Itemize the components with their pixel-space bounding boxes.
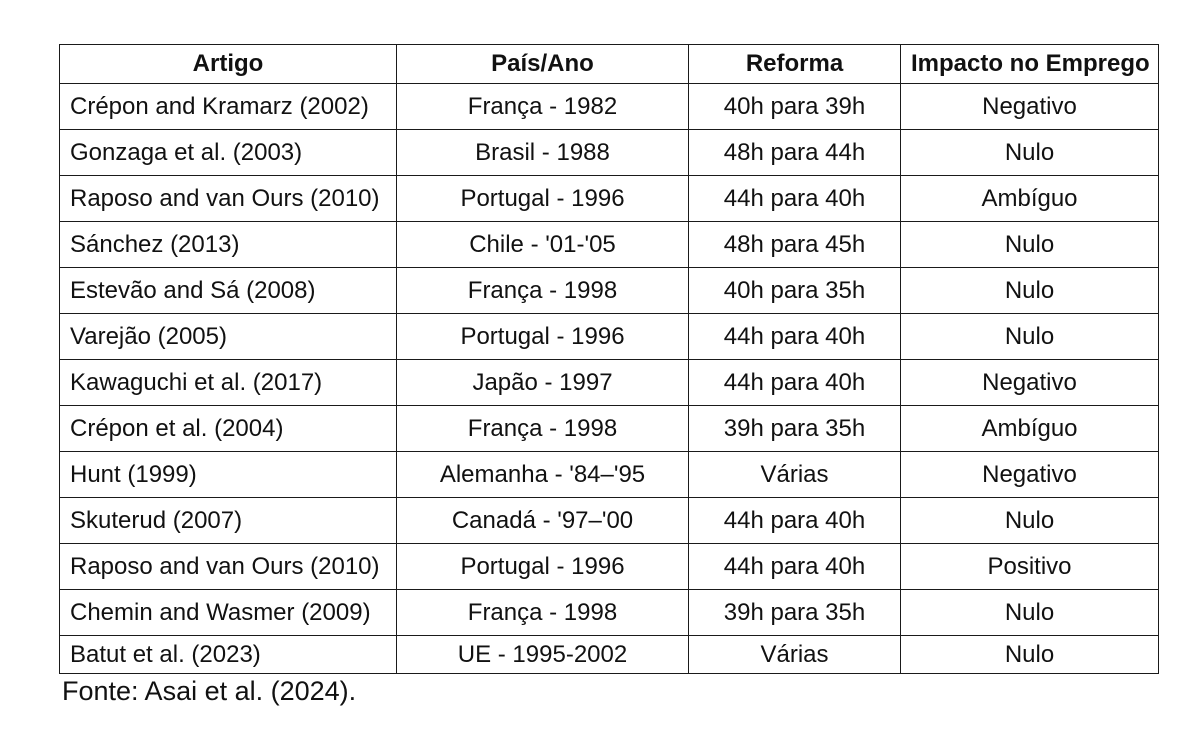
cell-pais-ano: França - 1998	[396, 589, 689, 636]
cell-reforma: 44h para 40h	[688, 543, 901, 590]
cell-pais-ano: Alemanha - '84–'95	[396, 451, 689, 498]
cell-pais-ano: Chile - '01-'05	[396, 221, 689, 268]
header-artigo: Artigo	[59, 44, 397, 84]
cell-impacto: Nulo	[900, 221, 1159, 268]
cell-pais-ano: Portugal - 1996	[396, 543, 689, 590]
cell-artigo: Crépon et al. (2004)	[59, 405, 397, 452]
table-row: Crépon and Kramarz (2002) França - 1982 40…	[59, 83, 1159, 130]
header-reforma: Reforma	[688, 44, 901, 84]
cell-impacto: Ambíguo	[900, 175, 1159, 222]
table-body: Crépon and Kramarz (2002) França - 1982 40…	[59, 83, 1159, 674]
cell-reforma: Várias	[688, 635, 901, 674]
table-row: Estevão and Sá (2008) França - 1998 40h pa…	[59, 267, 1159, 314]
cell-impacto: Nulo	[900, 313, 1159, 360]
cell-artigo: Sánchez (2013)	[59, 221, 397, 268]
cell-artigo: Gonzaga et al. (2003)	[59, 129, 397, 176]
studies-table: Artigo País/Ano Reforma Impacto no Empre…	[59, 44, 1159, 674]
cell-impacto: Nulo	[900, 267, 1159, 314]
cell-impacto: Nulo	[900, 589, 1159, 636]
cell-pais-ano: Canadá - '97–'00	[396, 497, 689, 544]
cell-artigo: Kawaguchi et al. (2017)	[59, 359, 397, 406]
table-header-row: Artigo País/Ano Reforma Impacto no Empre…	[59, 44, 1159, 84]
cell-reforma: 39h para 35h	[688, 589, 901, 636]
studies-table-container: Artigo País/Ano Reforma Impacto no Empre…	[59, 44, 1159, 674]
cell-artigo: Chemin and Wasmer (2009)	[59, 589, 397, 636]
table-row: Skuterud (2007) Canadá - '97–'00 44h para …	[59, 497, 1159, 544]
cell-impacto: Nulo	[900, 635, 1159, 674]
cell-pais-ano: UE - 1995-2002	[396, 635, 689, 674]
header-pais-ano: País/Ano	[396, 44, 689, 84]
cell-reforma: 44h para 40h	[688, 175, 901, 222]
cell-pais-ano: França - 1998	[396, 405, 689, 452]
cell-pais-ano: Brasil - 1988	[396, 129, 689, 176]
cell-artigo: Raposo and van Ours (2010)	[59, 175, 397, 222]
table-row: Chemin and Wasmer (2009) França - 1998 39h…	[59, 589, 1159, 636]
table-row: Gonzaga et al. (2003) Brasil - 1988 48h pa…	[59, 129, 1159, 176]
cell-artigo: Estevão and Sá (2008)	[59, 267, 397, 314]
cell-artigo: Hunt (1999)	[59, 451, 397, 498]
table-row: Kawaguchi et al. (2017) Japão - 1997 44h p…	[59, 359, 1159, 406]
cell-reforma: 40h para 35h	[688, 267, 901, 314]
cell-pais-ano: França - 1998	[396, 267, 689, 314]
cell-impacto: Negativo	[900, 83, 1159, 130]
table-row: Batut et al. (2023) UE - 1995-2002 Várias N…	[59, 635, 1159, 674]
cell-reforma: 44h para 40h	[688, 359, 901, 406]
header-impacto: Impacto no Emprego	[900, 44, 1159, 84]
cell-pais-ano: Portugal - 1996	[396, 313, 689, 360]
cell-reforma: 39h para 35h	[688, 405, 901, 452]
cell-impacto: Negativo	[900, 359, 1159, 406]
table-row: Crépon et al. (2004) França - 1998 39h par…	[59, 405, 1159, 452]
cell-reforma: 48h para 45h	[688, 221, 901, 268]
table-row: Hunt (1999) Alemanha - '84–'95 Várias Negat…	[59, 451, 1159, 498]
cell-impacto: Nulo	[900, 497, 1159, 544]
cell-artigo: Crépon and Kramarz (2002)	[59, 83, 397, 130]
cell-artigo: Raposo and van Ours (2010)	[59, 543, 397, 590]
table-row: Raposo and van Ours (2010) Portugal - 199…	[59, 543, 1159, 590]
cell-pais-ano: Portugal - 1996	[396, 175, 689, 222]
cell-impacto: Positivo	[900, 543, 1159, 590]
table-row: Sánchez (2013) Chile - '01-'05 48h para 45…	[59, 221, 1159, 268]
cell-reforma: 44h para 40h	[688, 313, 901, 360]
cell-artigo: Skuterud (2007)	[59, 497, 397, 544]
cell-reforma: Várias	[688, 451, 901, 498]
cell-impacto: Nulo	[900, 129, 1159, 176]
cell-reforma: 48h para 44h	[688, 129, 901, 176]
source-note: Fonte: Asai et al. (2024).	[62, 676, 357, 706]
cell-reforma: 44h para 40h	[688, 497, 901, 544]
cell-artigo: Batut et al. (2023)	[59, 635, 397, 674]
cell-reforma: 40h para 39h	[688, 83, 901, 130]
cell-artigo: Varejão (2005)	[59, 313, 397, 360]
cell-impacto: Ambíguo	[900, 405, 1159, 452]
cell-pais-ano: França - 1982	[396, 83, 689, 130]
cell-pais-ano: Japão - 1997	[396, 359, 689, 406]
table-row: Varejão (2005) Portugal - 1996 44h para 40…	[59, 313, 1159, 360]
cell-impacto: Negativo	[900, 451, 1159, 498]
table-row: Raposo and van Ours (2010) Portugal - 199…	[59, 175, 1159, 222]
